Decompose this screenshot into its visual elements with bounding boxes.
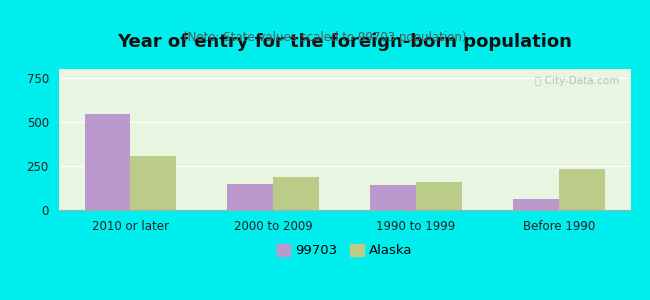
Bar (559, 169, 604, 210)
Bar (84, 114, 130, 210)
Legend: 99703, Alaska: 99703, Alaska (271, 238, 418, 262)
Bar (416, 182, 462, 210)
Bar (130, 156, 176, 210)
Bar (513, 199, 559, 210)
Bar (227, 184, 273, 210)
Text: (Note: State values scaled to 99703 population): (Note: State values scaled to 99703 popu… (183, 32, 467, 44)
Text: ⓘ City-Data.com: ⓘ City-Data.com (535, 76, 619, 86)
Bar (370, 185, 416, 210)
Bar (273, 177, 318, 210)
Title: Year of entry for the foreign-born population: Year of entry for the foreign-born popul… (117, 33, 572, 51)
